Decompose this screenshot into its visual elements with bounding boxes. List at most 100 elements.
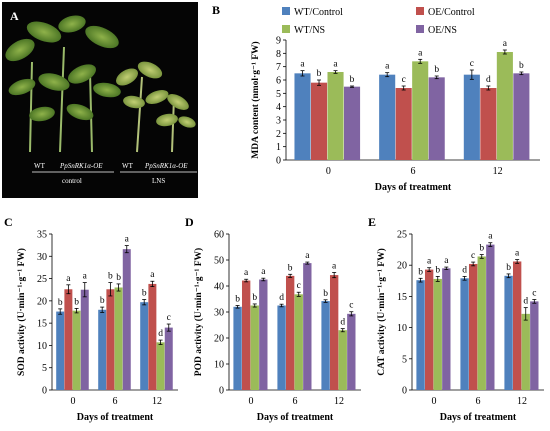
chart-b-y-tick-label: 4: [276, 102, 281, 113]
chart-b-legend-swatch: [282, 25, 290, 33]
chart-c-significance-letter: b: [100, 296, 105, 306]
chart-b-y-tick-label: 8: [276, 49, 281, 60]
chart-d-bar: [250, 305, 259, 390]
chart-b-significance-letter: c: [470, 59, 474, 69]
chart-c-bar: [140, 302, 149, 390]
chart-e-bar: [433, 278, 442, 390]
chart-d-bar: [259, 279, 268, 390]
chart-b-y-tick-label: 2: [276, 129, 281, 140]
chart-e-y-tick-label: 20: [397, 261, 407, 272]
chart-b-bar: [412, 61, 429, 161]
chart-e-bar: [486, 244, 495, 390]
chart-b-bar: [395, 88, 412, 160]
chart-b-y-tick-label: 7: [276, 62, 281, 73]
chart-b-bar: [294, 73, 311, 160]
chart-d-bar: [338, 330, 347, 390]
chart-b-bar: [428, 77, 445, 160]
chart-e-bar: [424, 269, 434, 390]
chart-d-panel-label: D: [185, 215, 194, 229]
chart-b-bar: [379, 74, 396, 160]
chart-d-y-tick-label: 40: [214, 282, 224, 293]
cat-chart: E 0 5 10 15 20 25 CAT activity (U·min⁻¹·g⁻¹ FW)…: [368, 215, 544, 423]
chart-c-significance-letter: b: [58, 298, 63, 308]
label-wt-control: WT: [34, 162, 46, 170]
chart-b-y-tick-label: 1: [276, 142, 281, 153]
chart-b-bar: [513, 73, 530, 160]
chart-e-significance-letter: a: [427, 257, 432, 267]
chart-e-panel-label: E: [368, 215, 376, 229]
chart-e-bar: [504, 275, 513, 390]
chart-c-significance-letter: b: [74, 297, 79, 307]
chart-d-significance-letter: a: [244, 268, 249, 278]
chart-d-bar: [347, 313, 356, 390]
control-plants: [5, 15, 121, 153]
chart-e-significance-letter: b: [435, 265, 440, 275]
chart-c-bar: [156, 342, 165, 390]
chart-c-significance-letter: a: [125, 235, 130, 245]
chart-d-y-tick-label: 0: [219, 386, 224, 397]
chart-d-x-tick-label: 0: [249, 396, 254, 407]
chart-c-bar: [122, 249, 131, 390]
chart-b-significance-letter: d: [486, 75, 491, 85]
chart-e-y-tick-label: 10: [397, 323, 407, 334]
chart-d-bar: [303, 263, 312, 390]
chart-b-bar: [480, 88, 497, 160]
chart-b-y-tick-label: 3: [276, 116, 281, 127]
chart-e-bar: [477, 256, 486, 390]
chart-b-significance-letter: a: [503, 39, 508, 49]
chart-c-bar: [64, 289, 73, 390]
chart-d-y-tick-label: 60: [214, 230, 224, 241]
chart-b-bar: [327, 72, 344, 160]
chart-d-bar: [233, 306, 242, 390]
chart-b-x-axis-label: Days of treatment: [375, 182, 452, 193]
chart-c-significance-letter: d: [158, 329, 163, 339]
label-wt-lns: WT: [122, 162, 134, 170]
chart-d-significance-letter: b: [235, 295, 240, 305]
chart-d-significance-letter: d: [340, 318, 345, 328]
chart-d-bar: [329, 275, 339, 390]
chart-e-significance-letter: d: [462, 265, 467, 275]
chart-c-x-tick-label: 0: [71, 396, 76, 407]
chart-c-x-tick-label: 12: [152, 396, 162, 407]
chart-c-significance-letter: b: [116, 273, 121, 283]
chart-d-y-tick-label: 10: [214, 360, 224, 371]
chart-e-bar: [442, 268, 451, 390]
chart-c-bar: [106, 289, 115, 390]
chart-b-significance-letter: b: [317, 69, 322, 79]
chart-c-y-tick-label: 5: [42, 363, 47, 374]
chart-b-legend-swatch: [416, 25, 424, 33]
chart-c-y-tick-label: 0: [42, 386, 47, 397]
chart-c-y-tick-label: 20: [37, 296, 47, 307]
chart-c-x-tick-label: 6: [113, 396, 118, 407]
chart-d-significance-letter: d: [279, 293, 284, 303]
chart-e-bar: [530, 301, 539, 390]
chart-c-bar: [80, 289, 89, 390]
chart-c-significance-letter: b: [108, 272, 113, 282]
chart-e-bar: [460, 278, 469, 390]
chart-b-legend-swatch: [416, 7, 424, 15]
label-lns: LNS: [152, 177, 165, 185]
chart-d-significance-letter: c: [349, 301, 353, 311]
label-control: control: [62, 177, 82, 185]
chart-c-bar: [114, 287, 123, 390]
chart-c-significance-letter: c: [167, 313, 171, 323]
chart-d-significance-letter: b: [252, 293, 257, 303]
chart-b-legend-label: OE/Control: [428, 7, 475, 18]
chart-d-x-tick-label: 12: [334, 396, 344, 407]
chart-d-significance-letter: b: [288, 263, 293, 273]
chart-e-significance-letter: c: [532, 289, 536, 299]
chart-e-significance-letter: b: [418, 267, 423, 277]
chart-b-significance-letter: b: [434, 65, 439, 75]
chart-d-y-tick-label: 20: [214, 334, 224, 345]
chart-c-bar: [164, 327, 173, 390]
chart-c-y-tick-label: 35: [37, 230, 47, 241]
chart-e-bar: [416, 280, 425, 390]
chart-b-bar: [463, 74, 480, 160]
chart-c-y-tick-label: 15: [37, 319, 47, 330]
chart-b-x-tick-label: 6: [411, 166, 416, 177]
chart-c-bar: [148, 283, 157, 390]
chart-e-x-tick-label: 0: [432, 396, 437, 407]
chart-c-significance-letter: a: [83, 272, 88, 282]
plant-photo: A WT PpSnRK1α-OE control WT PpSnRK1α-OE …: [2, 2, 198, 198]
